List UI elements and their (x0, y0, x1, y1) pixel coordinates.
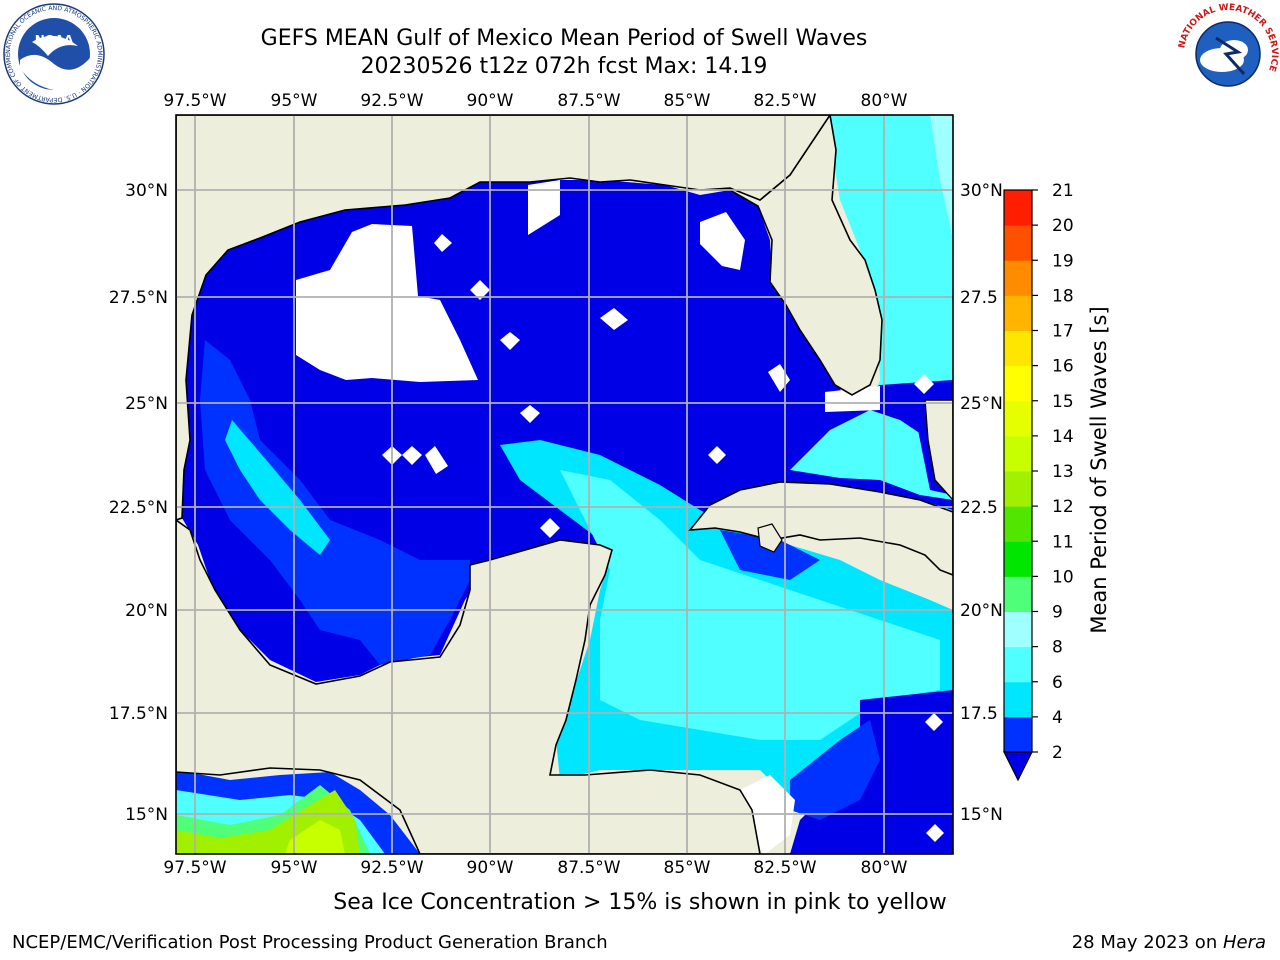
colorbar-tick-label: 9 (1052, 603, 1063, 623)
lat-tick-label-right: 22.5 (960, 498, 998, 518)
colorbar (1003, 189, 1033, 782)
footer-date: 28 May 2023 on Hera (1072, 932, 1266, 953)
lon-tick-label-bottom: 87.5°W (557, 858, 620, 878)
lat-tick-label-right: 25°N (960, 394, 1003, 414)
colorbar-extend-arrow (1003, 751, 1033, 782)
chart-subtitle: 20230526 t12z 072h fcst Max: 14.19 (360, 54, 768, 79)
lat-tick-label-left: 30°N (125, 181, 168, 201)
colorbar-tick-label: 13 (1052, 462, 1074, 482)
noaa-wordmark: NOAA (35, 33, 74, 47)
lon-tick-label-top: 95°W (271, 91, 318, 111)
lat-tick-label-left: 15°N (125, 805, 168, 825)
lat-tick-label-left: 25°N (125, 394, 168, 414)
colorbar-segment (1004, 716, 1032, 753)
nws-logo: NATIONAL WEATHER SERVICE (1177, 3, 1279, 104)
colorbar-segment (1004, 365, 1032, 402)
colorbar-segment (1004, 260, 1032, 296)
colorbar-segment (1004, 611, 1032, 648)
lat-tick-label-right: 30°N (960, 181, 1003, 201)
colorbar-tick-label: 12 (1052, 497, 1074, 517)
lon-tick-label-top: 97.5°W (163, 91, 226, 111)
colorbar-segment (1004, 471, 1032, 507)
colorbar-tick-label: 14 (1052, 427, 1074, 447)
lon-tick-label-bottom: 97.5°W (163, 858, 226, 878)
map-frame (175, 114, 954, 855)
lon-tick-label-top: 82.5°W (753, 91, 816, 111)
colorbar-label: Mean Period of Swell Waves [s] (1087, 306, 1111, 633)
colorbar-segment (1004, 435, 1032, 472)
colorbar-tick-label: 2 (1052, 743, 1063, 763)
colorbar-segment (1004, 330, 1032, 367)
lon-tick-label-bottom: 82.5°W (753, 858, 816, 878)
lon-tick-label-bottom: 90°W (467, 858, 514, 878)
lon-tick-label-top: 87.5°W (557, 91, 620, 111)
colorbar-tick-label: 19 (1052, 251, 1074, 271)
us-gulf-coast (176, 115, 831, 521)
sea-ice-note: Sea Ice Concentration > 15% is shown in … (333, 890, 947, 915)
missing-data-patch (296, 224, 478, 382)
bahamas-cuba-east (924, 399, 953, 502)
colorbar-segment (1004, 506, 1032, 542)
colorbar-segment (1004, 190, 1032, 226)
colorbar-segment (1004, 541, 1032, 577)
lat-tick-label-right: 17.5 (960, 704, 998, 724)
colorbar-tick-label: 11 (1052, 532, 1074, 552)
colorbar-tick-label: 16 (1052, 357, 1074, 377)
lat-tick-label-right: 15°N (960, 805, 1003, 825)
lat-tick-label-left: 20°N (125, 601, 168, 621)
colorbar-tick-label: 6 (1052, 673, 1063, 693)
colorbar-tick-label: 8 (1052, 638, 1063, 658)
colorbar-tick-label: 18 (1052, 286, 1074, 306)
lon-tick-label-top: 90°W (467, 91, 514, 111)
footer-host: Hera (1222, 932, 1266, 953)
colorbar-segment (1004, 681, 1032, 718)
colorbar-segment (1004, 295, 1032, 331)
lat-tick-label-right: 27.5 (960, 288, 998, 308)
colorbar-segment (1004, 400, 1032, 437)
lon-tick-label-top: 92.5°W (360, 91, 423, 111)
lat-tick-label-left: 22.5°N (109, 498, 168, 518)
lon-tick-label-bottom: 80°W (861, 858, 908, 878)
lat-tick-label-right: 20°N (960, 601, 1003, 621)
lon-tick-label-top: 80°W (861, 91, 908, 111)
colorbar-segment (1004, 576, 1032, 612)
footer-date-text: 28 May 2023 on (1071, 932, 1223, 953)
colorbar-tick-label: 10 (1052, 567, 1074, 587)
colorbar-tick-label: 4 (1052, 708, 1063, 728)
lon-tick-label-bottom: 92.5°W (360, 858, 423, 878)
colorbar-tick-label: 21 (1052, 181, 1074, 201)
colorbar-tick-label: 17 (1052, 322, 1074, 342)
lon-tick-label-bottom: 95°W (271, 858, 318, 878)
footer-branch: NCEP/EMC/Verification Post Processing Pr… (12, 932, 608, 953)
colorbar-segment (1004, 225, 1032, 261)
colorbar-tick-label: 15 (1052, 392, 1074, 412)
colorbar-tick-label: 20 (1052, 216, 1074, 236)
lat-tick-label-left: 17.5°N (109, 704, 168, 724)
lat-tick-label-left: 27.5°N (109, 288, 168, 308)
lon-tick-label-bottom: 85°W (664, 858, 711, 878)
noaa-logo: NATIONAL OCEANIC AND ATMOSPHERIC ADMINIS… (2, 2, 105, 105)
lon-tick-label-top: 85°W (664, 91, 711, 111)
colorbar-segment (1004, 646, 1032, 683)
chart-title: GEFS MEAN Gulf of Mexico Mean Period of … (260, 26, 868, 51)
